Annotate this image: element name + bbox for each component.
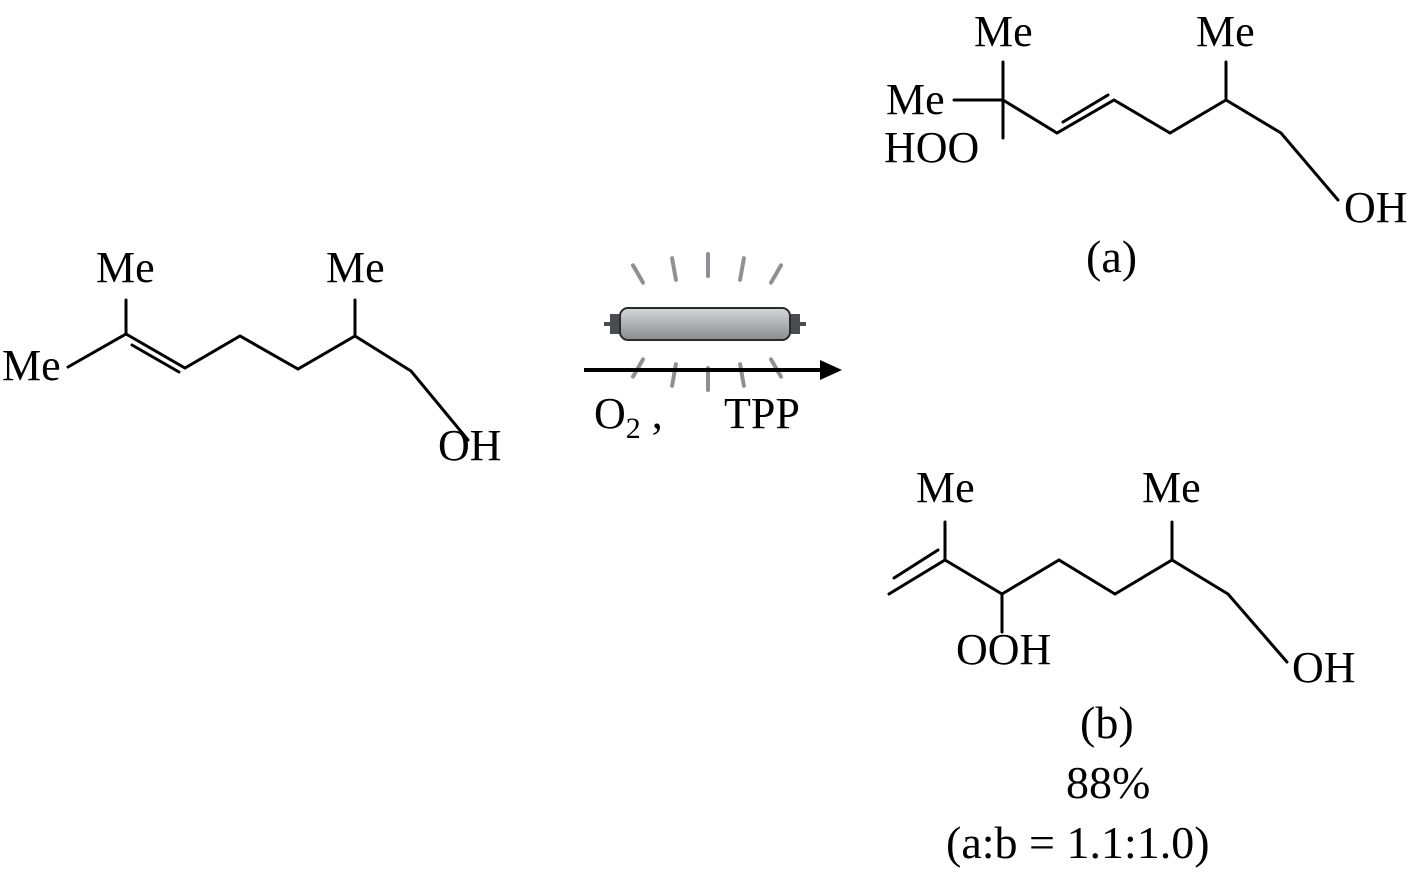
ratio-text: (a:b = 1.1:1.0) <box>946 820 1210 866</box>
pb-oh: OH <box>1292 646 1356 690</box>
pb-me-top-right: Me <box>1142 466 1201 510</box>
yield-text: 88% <box>1066 760 1150 806</box>
product-b-skeleton <box>0 0 1427 880</box>
pb-me-top: Me <box>916 466 975 510</box>
product-b-tag: (b) <box>1080 700 1134 746</box>
pb-ooh: OOH <box>956 628 1051 672</box>
reaction-scheme: Me Me Me OH O2 , TPP <box>0 0 1427 880</box>
